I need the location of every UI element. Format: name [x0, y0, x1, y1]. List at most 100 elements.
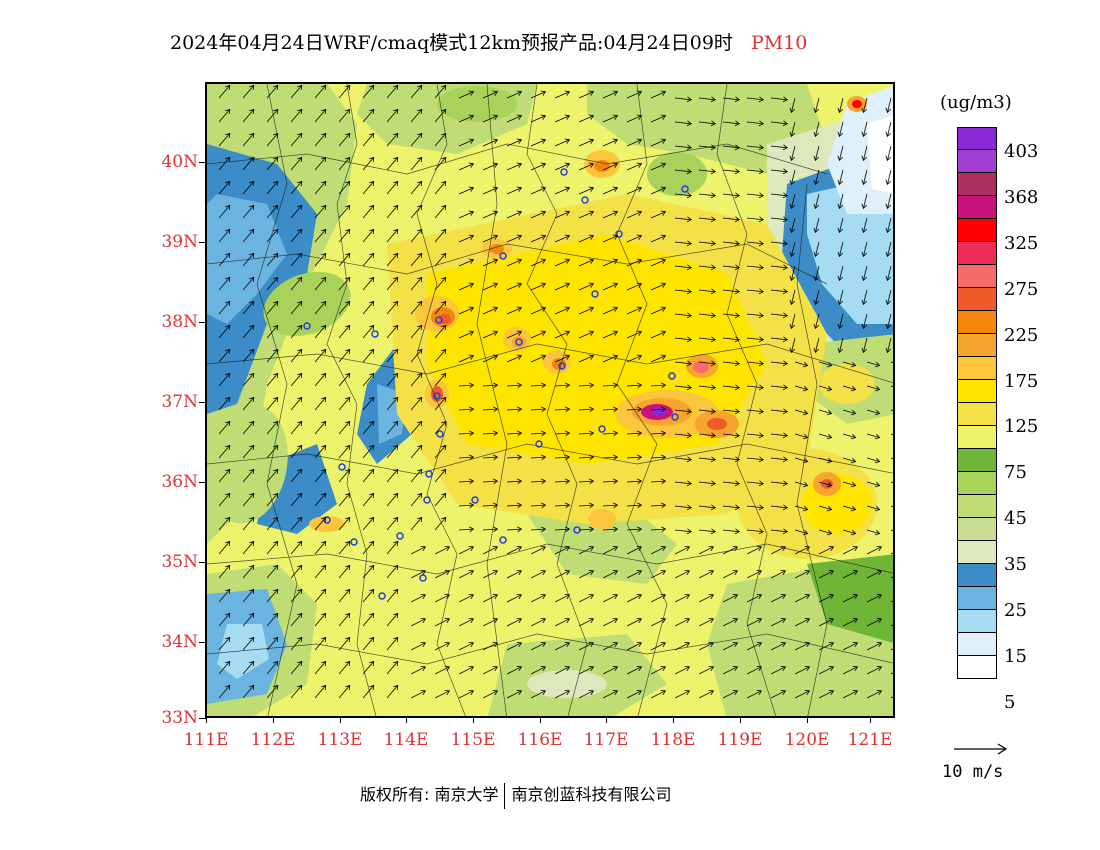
wind-arrowhead-icon — [564, 330, 571, 336]
wind-arrowhead-icon — [417, 444, 423, 451]
wind-arrow-icon — [626, 355, 642, 363]
wind-arrow-icon — [866, 433, 880, 438]
wind-arrow-icon — [746, 546, 762, 555]
wind-arrow-icon — [242, 661, 255, 675]
wind-arrow-icon — [794, 618, 810, 627]
wind-arrow-icon — [626, 139, 642, 147]
wind-arrow-icon — [482, 618, 498, 627]
wind-arrowhead-icon — [565, 526, 571, 533]
wind-arrow-icon — [506, 115, 522, 123]
wind-arrowhead-icon — [493, 478, 499, 485]
wind-arrow-icon — [386, 421, 399, 435]
wind-arrowhead-icon — [441, 204, 447, 211]
wind-arrowhead-icon — [684, 689, 691, 696]
wind-arrow-icon — [266, 181, 279, 195]
wind-arrowhead-icon — [588, 210, 595, 216]
wind-arrow-icon — [626, 546, 642, 555]
boundary-line — [256, 84, 298, 716]
wind-arrowhead-icon — [636, 641, 643, 648]
wind-arrowhead-icon — [493, 430, 499, 437]
wind-arrowhead-icon — [492, 593, 499, 600]
wind-arrow-icon — [842, 433, 856, 438]
wind-arrowhead-icon — [225, 564, 231, 571]
wind-arrow-icon — [722, 289, 740, 293]
wind-arrow-icon — [842, 385, 856, 390]
wind-arrowhead-icon — [441, 108, 447, 115]
wind-arrow-icon — [362, 229, 375, 243]
wind-arrow-icon — [410, 642, 426, 651]
wind-arrowhead-icon — [885, 323, 892, 330]
wind-arrow-icon — [746, 169, 764, 173]
wind-arrowhead-icon — [826, 433, 833, 440]
footer-separator — [504, 782, 506, 809]
wind-arrow-icon — [218, 253, 231, 267]
wind-arrowhead-icon — [660, 569, 667, 576]
wind-arrowhead-icon — [516, 617, 523, 624]
wind-arrowhead-icon — [789, 155, 796, 162]
north-green-patch — [647, 152, 707, 196]
wind-arrowhead-icon — [417, 204, 423, 211]
wind-arrowhead-icon — [345, 492, 351, 499]
wind-arrow-icon — [578, 115, 594, 123]
wind-arrow-icon — [530, 211, 546, 219]
wind-arrowhead-icon — [369, 612, 375, 619]
wind-arrowhead-icon — [225, 132, 231, 139]
wind-arrowhead-icon — [758, 312, 764, 319]
wind-arrowhead-icon — [321, 588, 327, 595]
wind-arrowhead-icon — [589, 430, 595, 437]
wind-arrowhead-icon — [861, 203, 868, 210]
wind-arrow-icon — [650, 115, 666, 123]
wind-arrow-icon — [434, 546, 450, 555]
wind-arrow-icon — [791, 241, 796, 257]
wind-arrow-icon — [218, 565, 231, 579]
wind-arrowhead-icon — [852, 545, 859, 552]
wind-arrowhead-icon — [541, 406, 547, 413]
wind-arrowhead-icon — [321, 612, 327, 619]
wind-arrowhead-icon — [517, 526, 523, 533]
wind-arrow-icon — [722, 145, 740, 149]
wind-arrowhead-icon — [850, 505, 857, 512]
wind-arrow-icon — [314, 373, 327, 387]
lon-tick — [540, 716, 541, 723]
colorbar-segment — [957, 150, 997, 173]
wind-arrowhead-icon — [564, 689, 571, 696]
wind-arrow-icon — [434, 493, 447, 507]
wind-arrowhead-icon — [710, 504, 716, 511]
wind-arrow-icon — [839, 313, 844, 329]
wind-arrowhead-icon — [612, 258, 619, 264]
wind-arrowhead-icon — [541, 526, 547, 533]
wind-arrowhead-icon — [708, 617, 715, 624]
wind-arrow-icon — [698, 505, 716, 509]
wind-arrowhead-icon — [732, 545, 739, 552]
wind-arrow-icon — [746, 481, 764, 485]
wind-arrowhead-icon — [273, 372, 279, 379]
wind-arrow-icon — [815, 97, 820, 113]
wind-arrow-icon — [578, 307, 594, 315]
wind-arrow-icon — [722, 409, 740, 413]
wind-arrowhead-icon — [708, 545, 715, 552]
wind-arrow-icon — [770, 385, 788, 389]
wind-arrowhead-icon — [874, 409, 881, 416]
wind-arrow-icon — [650, 91, 666, 99]
wind-arrowhead-icon — [420, 569, 427, 576]
wind-arrow-icon — [602, 504, 618, 507]
wind-arrow-icon — [842, 505, 856, 510]
wind-arrow-icon — [482, 504, 498, 507]
wind-arrow-icon — [434, 594, 450, 603]
wind-arrowhead-icon — [393, 348, 399, 355]
wind-arrowhead-icon — [732, 569, 739, 576]
wind-arrowhead-icon — [684, 593, 691, 600]
wind-arrow-icon — [674, 289, 692, 293]
wind-arrowhead-icon — [249, 372, 255, 379]
wind-arrow-icon — [722, 666, 738, 675]
wind-arrow-icon — [674, 241, 692, 245]
wind-arrow-icon — [314, 613, 327, 627]
wind-arrowhead-icon — [273, 492, 279, 499]
wind-arrowhead-icon — [516, 330, 523, 336]
wind-arrowhead-icon — [249, 540, 255, 547]
wind-arrowhead-icon — [441, 180, 447, 187]
wind-arrowhead-icon — [588, 162, 595, 168]
wind-arrowhead-icon — [734, 168, 740, 175]
wind-arrow-icon — [770, 97, 788, 101]
wind-arrowhead-icon — [225, 276, 231, 283]
